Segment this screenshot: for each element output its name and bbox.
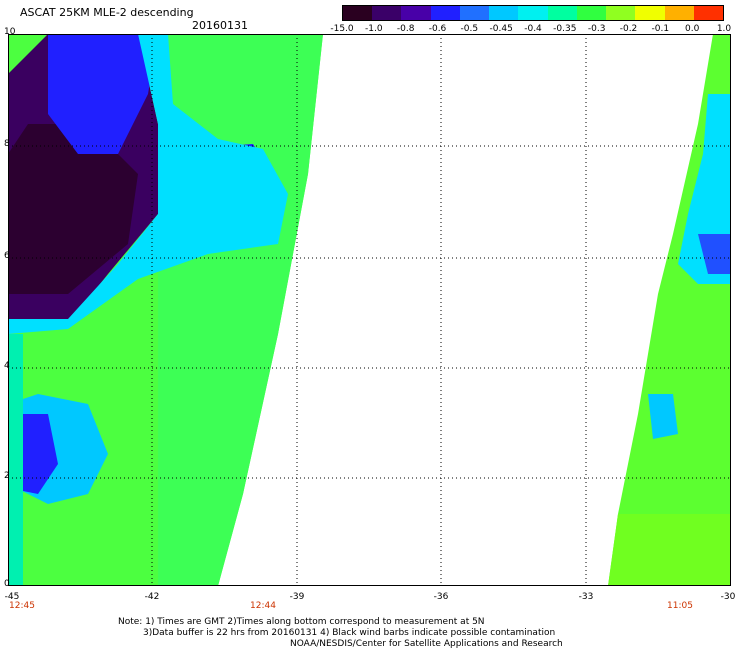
note-line-3: NOAA/NESDIS/Center for Satellite Applica… (290, 639, 563, 649)
y-tick-0: 0 (4, 579, 10, 589)
colorbar-label: -1.0 (365, 24, 383, 34)
colorbar-label: -0.8 (396, 24, 415, 34)
colorbar-segment (343, 6, 373, 20)
footer-notes: Note: 1) Times are GMT 2)Times along bot… (118, 617, 563, 650)
note-line-1: Note: 1) Times are GMT 2)Times along bot… (118, 617, 485, 627)
y-tick-6: 6 (4, 251, 10, 261)
colorbar-segment (606, 6, 636, 20)
note-line-2: 3)Data buffer is 22 hrs from 20160131 4)… (143, 628, 556, 638)
blue-region-upper (48, 34, 158, 154)
map-panel (8, 34, 731, 586)
colorbar-label: -0.45 (489, 24, 513, 34)
colorbar-label: -0.2 (619, 24, 638, 34)
colorbar-label: -0.1 (651, 24, 670, 34)
colorbar-label: 0.0 (684, 24, 700, 34)
colorbar-label: -0.5 (460, 24, 479, 34)
colorbar-label: -0.35 (553, 24, 577, 34)
right-swath-lower (608, 514, 731, 586)
colorbar-label: -15.0 (330, 24, 354, 34)
x-tick-minus42: -42 (144, 592, 160, 602)
swath-map (8, 34, 731, 586)
colorbar-segment (518, 6, 548, 20)
time-label-1: 12:45 (9, 601, 35, 611)
y-tick-8: 8 (4, 139, 10, 149)
y-tick-4: 4 (4, 361, 10, 371)
colorbar-segment (489, 6, 519, 20)
colorbar: -15.0 -1.0 -0.8 -0.6 -0.5 -0.45 -0.4 -0.35 -0.3 -… (330, 5, 731, 36)
colorbar-label: -0.6 (428, 24, 447, 34)
y-tick-10: 10 (4, 27, 16, 37)
colorbar-label: -0.4 (524, 24, 542, 34)
map-title: ASCAT 25KM MLE-2 descending (20, 6, 194, 19)
colorbar-segment (576, 6, 607, 20)
cyan-band (8, 34, 288, 334)
colorbar-segment (693, 6, 724, 20)
x-tick-minus36: -36 (433, 592, 449, 602)
time-label-2: 12:44 (250, 601, 276, 611)
y-tick-2: 2 (4, 471, 10, 481)
x-tick-minus39: -39 (289, 592, 305, 602)
grid-lines (8, 34, 731, 586)
colorbar-segment (547, 6, 577, 20)
right-swath-blue2 (648, 394, 678, 439)
cyan-strip-left (8, 334, 23, 586)
colorbar-strip (342, 5, 724, 21)
colorbar-segment (430, 6, 460, 20)
x-tick-minus33: -33 (578, 592, 594, 602)
x-tick-minus45: -45 (4, 592, 20, 602)
colorbar-segment (664, 6, 694, 20)
blue-core-lower-left (13, 414, 58, 494)
colorbar-segment (372, 6, 402, 20)
colorbar-label: -0.3 (587, 24, 606, 34)
colorbar-segment (635, 6, 665, 20)
colorbar-labels: -15.0 -1.0 -0.8 -0.6 -0.5 -0.45 -0.4 -0.35 -0.3 -… (330, 24, 731, 36)
colorbar-segment (401, 6, 431, 20)
right-swath-blue (698, 234, 731, 274)
purple-core (8, 124, 138, 294)
colorbar-label: 1.0 (716, 24, 732, 34)
map-border (8, 34, 731, 586)
colorbar-segment (459, 6, 490, 20)
time-label-3: 11:05 (667, 601, 693, 611)
map-date: 20160131 (192, 19, 248, 32)
x-tick-minus30: -30 (720, 592, 736, 602)
